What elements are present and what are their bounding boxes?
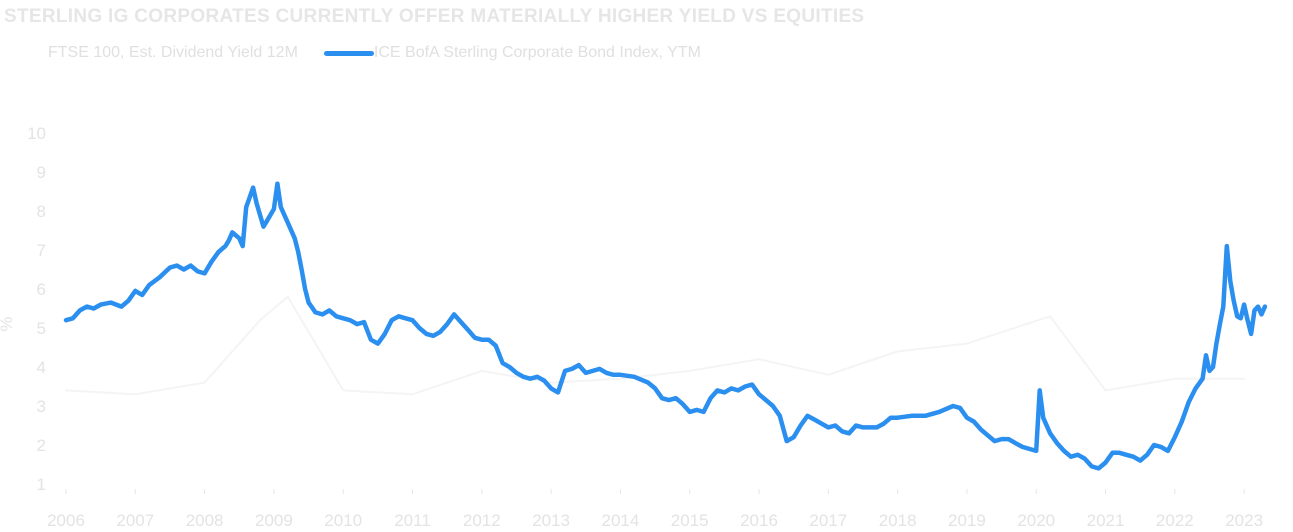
x-tick-label-2013: 2013 [532, 511, 570, 530]
y-tick-label-8: 8 [37, 202, 46, 221]
x-tick-label-2022: 2022 [1156, 511, 1194, 530]
x-tick-label-2018: 2018 [879, 511, 917, 530]
series-line-ice-bofa-sterling-corporate-bond-index-ytm [63, 181, 1268, 471]
y-tick-label-3: 3 [37, 397, 46, 416]
y-tick-label-2: 2 [37, 436, 46, 455]
x-tick-label-2009: 2009 [255, 511, 293, 530]
x-tick-label-2020: 2020 [1017, 511, 1055, 530]
y-tick-label-5: 5 [37, 319, 46, 338]
y-tick-label-10: 10 [27, 124, 46, 143]
x-tick-label-2023: 2023 [1225, 511, 1263, 530]
x-tick-label-2011: 2011 [394, 511, 431, 530]
chart-series-group [63, 181, 1268, 471]
x-tick-label-2021: 2021 [1087, 511, 1125, 530]
x-tick-label-2010: 2010 [324, 511, 362, 530]
x-tick-label-2016: 2016 [740, 511, 778, 530]
y-tick-label-9: 9 [37, 163, 46, 182]
x-tick-label-2015: 2015 [671, 511, 709, 530]
x-tick-label-2012: 2012 [463, 511, 501, 530]
x-tick-label-2017: 2017 [809, 511, 847, 530]
legend-label-ice-bofa-ytm: ICE BofA Sterling Corporate Bond Index, … [373, 44, 701, 61]
x-tick-label-2019: 2019 [948, 511, 986, 530]
chart-legend: FTSE 100, Est. Dividend Yield 12M ICE Bo… [48, 44, 727, 62]
x-tick-label-2006: 2006 [47, 511, 85, 530]
y-tick-label-7: 7 [37, 241, 46, 260]
chart-title: STERLING IG CORPORATES CURRENTLY OFFER M… [4, 6, 865, 27]
x-tick-label-2007: 2007 [116, 511, 154, 530]
y-tick-label-1: 1 [37, 475, 46, 494]
x-axis-tick-labels: 2006 2007 2008 2009 2010 2011 2012 2013 2014 2015… [47, 489, 1263, 530]
x-tick-label-2008: 2008 [186, 511, 224, 530]
y-tick-label-4: 4 [37, 358, 46, 377]
y-tick-label-6: 6 [37, 280, 46, 299]
legend-entry-ftse-dividend-yield: FTSE 100, Est. Dividend Yield 12M [48, 44, 298, 62]
series-line-ftse-100-est-dividend-yield-12m [65, 295, 1246, 396]
x-tick-label-2014: 2014 [602, 511, 640, 530]
y-axis-unit-label: % [0, 317, 16, 332]
y-axis-tick-labels: 1 2 3 4 5 6 7 8 9 10 [27, 124, 46, 494]
legend-entry-ice-bofa-ytm: ICE BofA Sterling Corporate Bond Index, … [323, 44, 701, 62]
legend-label-ftse-dividend-yield: FTSE 100, Est. Dividend Yield 12M [48, 44, 298, 61]
legend-swatch-ice-bofa-ytm [323, 50, 374, 56]
